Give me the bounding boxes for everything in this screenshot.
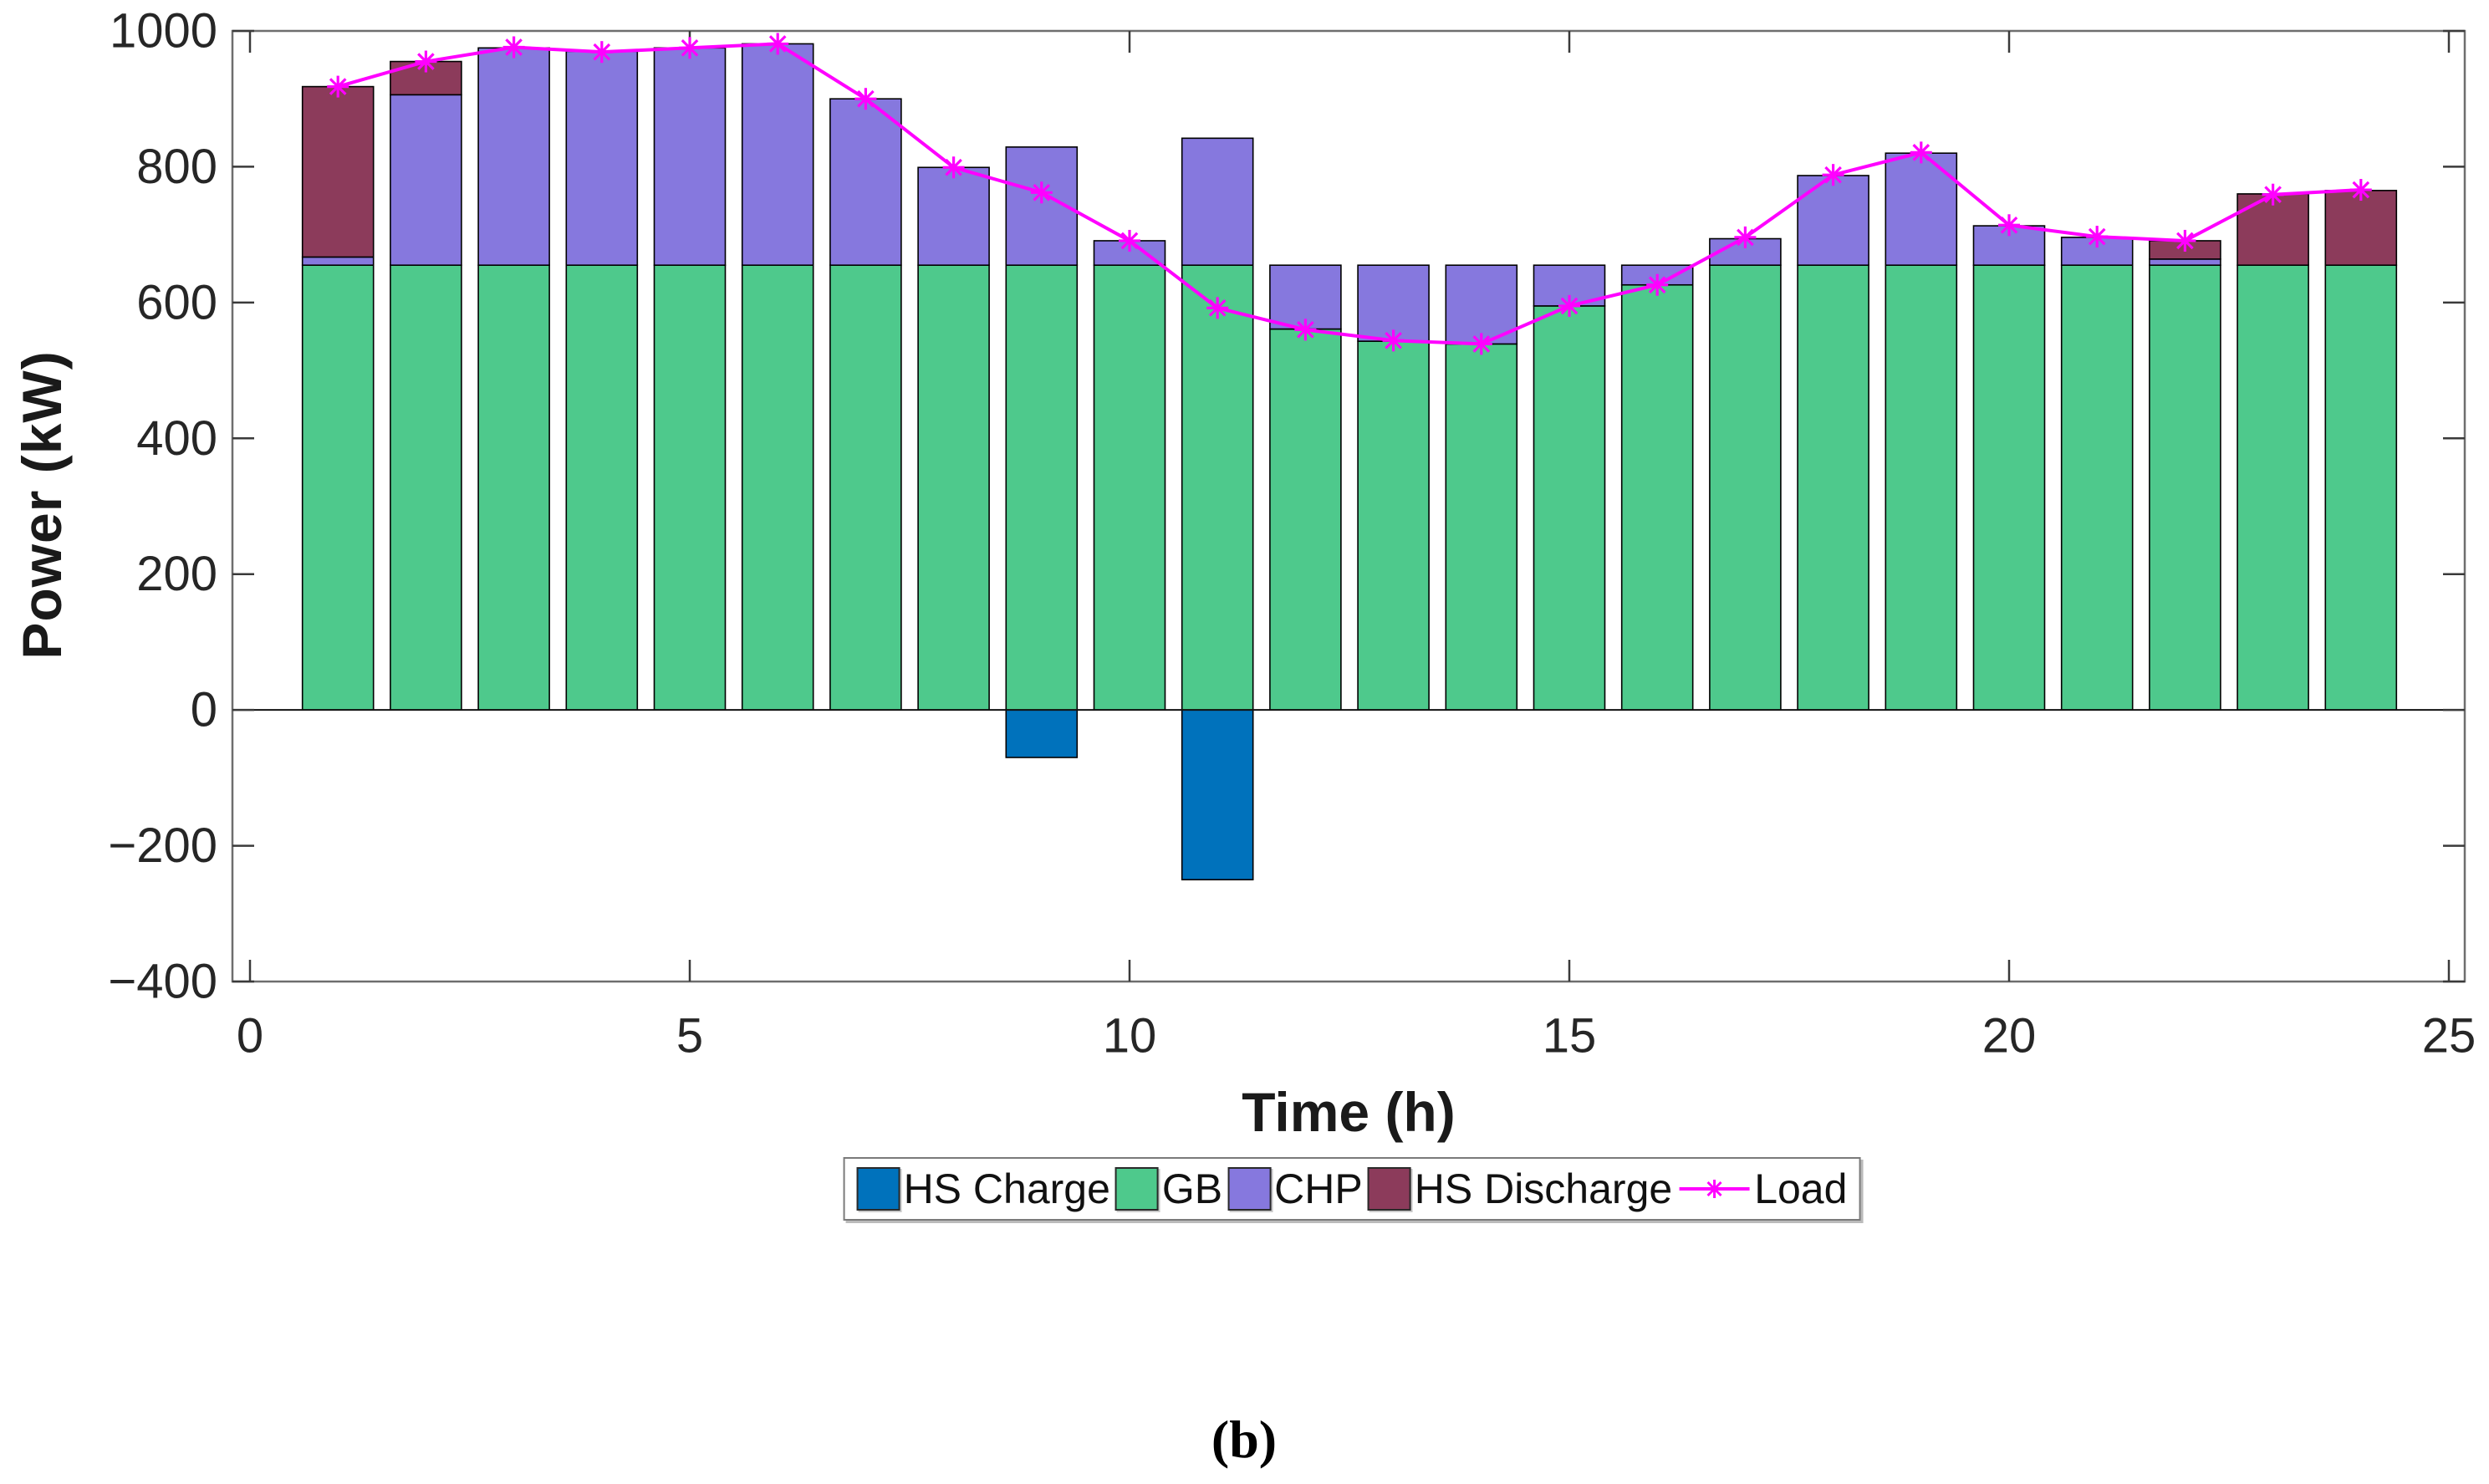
bar-hs-charge-h11 xyxy=(1181,709,1254,880)
y-tick-label: 0 xyxy=(191,683,217,737)
bar-chp-h6 xyxy=(741,43,814,266)
legend-item-hs-discharge: HS Discharge xyxy=(1367,1159,1673,1219)
legend: HS Charge GB CHP HS Discharge Load xyxy=(843,1157,1861,1221)
bar-chp-h12 xyxy=(1269,264,1342,330)
bar-gb-h9 xyxy=(1005,264,1079,711)
bar-gb-h19 xyxy=(1885,264,1958,711)
figure-caption: (b) xyxy=(1211,1410,1278,1469)
bar-gb-h13 xyxy=(1357,340,1430,711)
bar-hs-discharge-h1 xyxy=(301,85,375,258)
legend-label: CHP xyxy=(1274,1165,1363,1212)
legend-label: GB xyxy=(1161,1165,1223,1212)
legend-swatch-icon xyxy=(1114,1167,1159,1211)
bar-chp-h5 xyxy=(653,47,727,266)
legend-item-gb: GB xyxy=(1114,1159,1223,1219)
bar-gb-h15 xyxy=(1533,305,1606,711)
bar-chp-h3 xyxy=(477,47,550,266)
bar-gb-h21 xyxy=(2060,264,2134,711)
y-tick-label: 600 xyxy=(136,275,217,329)
y-tick-label: −400 xyxy=(108,955,217,1009)
legend-line-asterisk-icon xyxy=(1677,1167,1751,1211)
bar-gb-h1 xyxy=(301,264,375,711)
legend-label: Load xyxy=(1754,1165,1848,1212)
bar-gb-h24 xyxy=(2324,264,2398,711)
bar-chp-h11 xyxy=(1181,137,1254,266)
legend-label: HS Discharge xyxy=(1414,1165,1673,1212)
bar-gb-h12 xyxy=(1269,328,1342,711)
bar-gb-h16 xyxy=(1620,283,1694,711)
bar-chp-h4 xyxy=(565,50,639,266)
legend-label: HS Charge xyxy=(903,1165,1110,1212)
bar-gb-h11 xyxy=(1181,264,1254,711)
x-tick-label: 15 xyxy=(1543,1009,1597,1063)
bar-chp-h19 xyxy=(1885,152,1958,266)
legend-item-chp: CHP xyxy=(1227,1159,1363,1219)
bar-gb-h14 xyxy=(1445,343,1518,711)
bar-chp-h18 xyxy=(1797,175,1869,266)
bar-gb-h4 xyxy=(565,264,639,711)
load-markers xyxy=(327,33,2372,355)
bar-gb-h6 xyxy=(741,264,814,711)
axes-box xyxy=(231,29,2466,983)
bar-gb-h8 xyxy=(917,264,990,711)
x-tick-label: 20 xyxy=(1982,1009,2037,1063)
x-axis-title: Time (h) xyxy=(1242,1081,1456,1143)
bar-gb-h7 xyxy=(829,264,902,711)
x-tick-label: 25 xyxy=(2422,1009,2476,1063)
x-tick-label: 5 xyxy=(676,1009,703,1063)
bar-chp-h22 xyxy=(2149,258,2221,266)
bar-gb-h22 xyxy=(2149,264,2221,711)
bar-gb-h17 xyxy=(1709,264,1782,711)
y-tick-label: 800 xyxy=(136,140,217,194)
bar-chp-h1 xyxy=(301,256,375,266)
legend-swatch-icon xyxy=(1367,1167,1411,1211)
legend-item-load: Load xyxy=(1677,1159,1847,1219)
bar-gb-h18 xyxy=(1797,264,1869,711)
bar-hs-charge-h9 xyxy=(1005,709,1079,758)
y-axis-title: Power (kW) xyxy=(11,350,73,660)
bar-hs-discharge-h24 xyxy=(2324,190,2398,266)
axis-ticks xyxy=(232,29,2465,983)
bar-chp-h14 xyxy=(1445,264,1518,345)
bar-chp-h7 xyxy=(829,98,902,266)
y-tick-label: 200 xyxy=(136,547,217,601)
bar-gb-h3 xyxy=(477,264,550,711)
bar-gb-h23 xyxy=(2237,264,2309,711)
bar-chp-h2 xyxy=(390,94,462,266)
bar-gb-h20 xyxy=(1972,264,2046,711)
y-tick-label: 1000 xyxy=(110,4,217,59)
legend-swatch-icon xyxy=(1227,1167,1272,1211)
bars xyxy=(301,43,2398,880)
axis-tick-labels: −400 −200 0 200 400 600 800 1000 0 5 10 15 20 25 xyxy=(108,4,2476,1063)
load-line xyxy=(337,42,2361,346)
bar-gb-h2 xyxy=(390,264,462,711)
x-tick-label: 0 xyxy=(237,1009,263,1063)
legend-swatch-icon xyxy=(856,1167,900,1211)
y-tick-label: −200 xyxy=(108,818,217,873)
bar-chp-h8 xyxy=(917,166,990,266)
bar-gb-h10 xyxy=(1093,264,1166,711)
legend-item-hs-charge: HS Charge xyxy=(856,1159,1110,1219)
bar-gb-h5 xyxy=(653,264,727,711)
y-tick-label: 400 xyxy=(136,411,217,466)
x-tick-label: 10 xyxy=(1103,1009,1157,1063)
